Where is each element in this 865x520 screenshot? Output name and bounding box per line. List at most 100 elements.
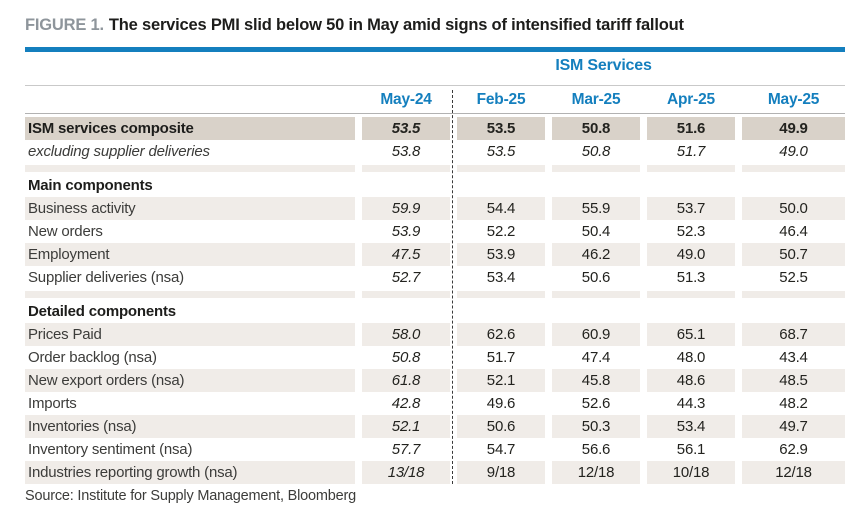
- row-label: New orders: [28, 223, 103, 240]
- value-cell: 59.9: [362, 197, 450, 220]
- value-cell: 46.2: [552, 243, 640, 266]
- value-cell: 48.0: [676, 349, 706, 366]
- value-cell: 47.5: [362, 243, 450, 266]
- divider-under-column-headers: [25, 113, 845, 114]
- value-cell: 52.6: [581, 395, 611, 412]
- value-cell: 51.7: [486, 349, 516, 366]
- column-header-may-24: May-24: [380, 91, 432, 108]
- row-label: excluding supplier deliveries: [28, 143, 210, 160]
- value-cell: 53.5: [486, 143, 516, 160]
- row-supplier-deliveries: Supplier deliveries (nsa) 52.7 53.4 50.6…: [25, 266, 845, 289]
- value-cell: 56.1: [676, 441, 706, 458]
- spacer-cell: [552, 291, 640, 298]
- row-label: Business activity: [25, 197, 355, 220]
- row-label: Prices Paid: [25, 323, 355, 346]
- value-cell: 53.9: [457, 243, 545, 266]
- section-label: Detailed components: [28, 303, 176, 320]
- value-cell: 50.4: [581, 223, 611, 240]
- value-cell: 47.4: [581, 349, 611, 366]
- spacer-cell: [552, 165, 640, 172]
- group-header-ism-services: ISM Services: [555, 57, 652, 74]
- value-cell: [647, 174, 735, 197]
- value-cell: 52.2: [486, 223, 516, 240]
- value-cell: 53.9: [391, 223, 421, 240]
- column-header-may-25: May-25: [767, 91, 820, 108]
- row-inventory-sentiment: Inventory sentiment (nsa) 57.7 54.7 56.6…: [25, 438, 845, 461]
- value-cell: 48.6: [647, 369, 735, 392]
- value-cell: 49.9: [742, 117, 845, 140]
- spacer-cell: [25, 165, 355, 172]
- value-cell: [647, 300, 735, 323]
- value-cell: [457, 300, 545, 323]
- value-cell: 9/18: [457, 461, 545, 484]
- spacer-cell: [742, 165, 845, 172]
- value-cell: 57.7: [391, 441, 421, 458]
- column-header-apr-25: Apr-25: [667, 91, 715, 108]
- value-cell: 50.6: [457, 415, 545, 438]
- value-cell: 50.7: [742, 243, 845, 266]
- section-spacer: [25, 165, 845, 172]
- value-cell: 45.8: [552, 369, 640, 392]
- row-section-detailed-components: Detailed components: [25, 300, 845, 323]
- column-header-feb-25: Feb-25: [476, 91, 526, 108]
- value-cell: 50.8: [552, 117, 640, 140]
- value-cell: [552, 174, 640, 197]
- value-cell: [457, 174, 545, 197]
- value-cell: 49.0: [779, 143, 808, 160]
- dashed-column-divider: [452, 90, 453, 484]
- spacer-cell: [647, 291, 735, 298]
- value-cell: 68.7: [742, 323, 845, 346]
- value-cell: 55.9: [552, 197, 640, 220]
- value-cell: 51.7: [676, 143, 706, 160]
- value-cell: [362, 300, 450, 323]
- value-cell: [552, 300, 640, 323]
- value-cell: 46.4: [779, 223, 808, 240]
- spacer-cell: [25, 291, 355, 298]
- value-cell: 50.8: [391, 349, 421, 366]
- row-label: Order backlog (nsa): [28, 349, 157, 366]
- top-accent-rule: [25, 47, 845, 52]
- row-inventories: Inventories (nsa) 52.1 50.6 50.3 53.4 49…: [25, 415, 845, 438]
- column-header-row: May-24 Feb-25 Mar-25 Apr-25 May-25: [25, 88, 845, 112]
- value-cell: [742, 174, 845, 197]
- column-header-spacer: [25, 100, 355, 101]
- value-cell: 62.6: [457, 323, 545, 346]
- row-order-backlog: Order backlog (nsa) 50.8 51.7 47.4 48.0 …: [25, 346, 845, 369]
- value-cell: 53.5: [362, 117, 450, 140]
- value-cell: 10/18: [647, 461, 735, 484]
- spacer-cell: [362, 165, 450, 172]
- divider-under-group-header: [25, 85, 845, 86]
- source-note: Source: Institute for Supply Management,…: [25, 488, 356, 504]
- value-cell: 50.6: [581, 269, 611, 286]
- row-imports: Imports 42.8 49.6 52.6 44.3 48.2: [25, 392, 845, 415]
- figure-title: FIGURE 1. The services PMI slid below 50 …: [25, 16, 845, 35]
- value-cell: 43.4: [779, 349, 808, 366]
- row-prices-paid: Prices Paid 58.0 62.6 60.9 65.1 68.7: [25, 323, 845, 346]
- value-cell: [362, 174, 450, 197]
- column-header-mar-25: Mar-25: [571, 91, 621, 108]
- value-cell: 53.5: [457, 117, 545, 140]
- value-cell: 50.8: [581, 143, 611, 160]
- value-cell: 53.7: [647, 197, 735, 220]
- section-spacer: [25, 291, 845, 298]
- value-cell: 54.4: [457, 197, 545, 220]
- row-label: Inventory sentiment (nsa): [28, 441, 193, 458]
- value-cell: 65.1: [647, 323, 735, 346]
- value-cell: 52.3: [676, 223, 706, 240]
- value-cell: 51.3: [676, 269, 706, 286]
- row-new-export-orders: New export orders (nsa) 61.8 52.1 45.8 4…: [25, 369, 845, 392]
- value-cell: 52.7: [391, 269, 421, 286]
- value-cell: 56.6: [581, 441, 611, 458]
- value-cell: 53.4: [647, 415, 735, 438]
- value-cell: 49.0: [647, 243, 735, 266]
- value-cell: 51.6: [647, 117, 735, 140]
- table-body: ISM services composite 53.5 53.5 50.8 51…: [25, 117, 845, 484]
- value-cell: 53.8: [391, 143, 421, 160]
- row-label: Industries reporting growth (nsa): [25, 461, 355, 484]
- value-cell: 54.7: [486, 441, 516, 458]
- row-label: Employment: [25, 243, 355, 266]
- value-cell: 58.0: [362, 323, 450, 346]
- value-cell: 49.6: [486, 395, 516, 412]
- row-label: Supplier deliveries (nsa): [28, 269, 184, 286]
